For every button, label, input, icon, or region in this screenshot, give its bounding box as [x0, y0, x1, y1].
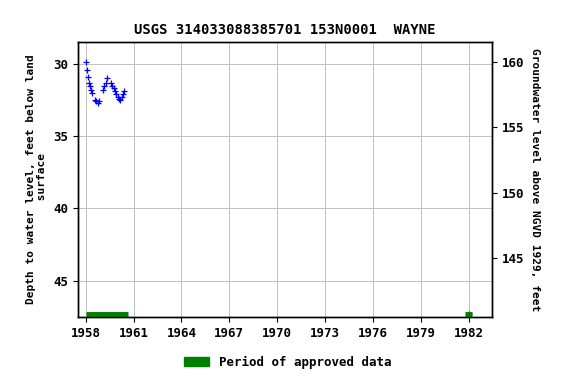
Point [464, 311, 473, 317]
Point [92, 98, 101, 104]
Point [86, 87, 96, 93]
Point [114, 96, 123, 102]
Point [103, 75, 112, 81]
Point [81, 60, 90, 66]
Legend: Period of approved data: Period of approved data [179, 351, 397, 374]
Point [109, 85, 118, 91]
Point [94, 98, 104, 104]
Point [116, 97, 125, 103]
Point [111, 88, 120, 94]
Point [117, 94, 126, 100]
Point [108, 83, 117, 89]
Point [101, 79, 110, 86]
Y-axis label: Groundwater level above NGVD 1929, feet: Groundwater level above NGVD 1929, feet [530, 48, 540, 311]
Point [88, 90, 97, 96]
Point [118, 91, 127, 97]
Point [98, 87, 108, 93]
Point [85, 83, 94, 89]
Point [113, 94, 122, 100]
Point [82, 67, 91, 73]
Point [90, 97, 100, 103]
Y-axis label: Depth to water level, feet below land
 surface: Depth to water level, feet below land su… [26, 55, 47, 305]
Point [107, 79, 116, 86]
Title: USGS 314033088385701 153N0001  WAYNE: USGS 314033088385701 153N0001 WAYNE [134, 23, 436, 37]
Point [84, 79, 93, 86]
Point [83, 74, 92, 80]
Point [120, 88, 129, 94]
Point [112, 91, 121, 97]
Point [100, 83, 109, 89]
Point [93, 100, 103, 106]
